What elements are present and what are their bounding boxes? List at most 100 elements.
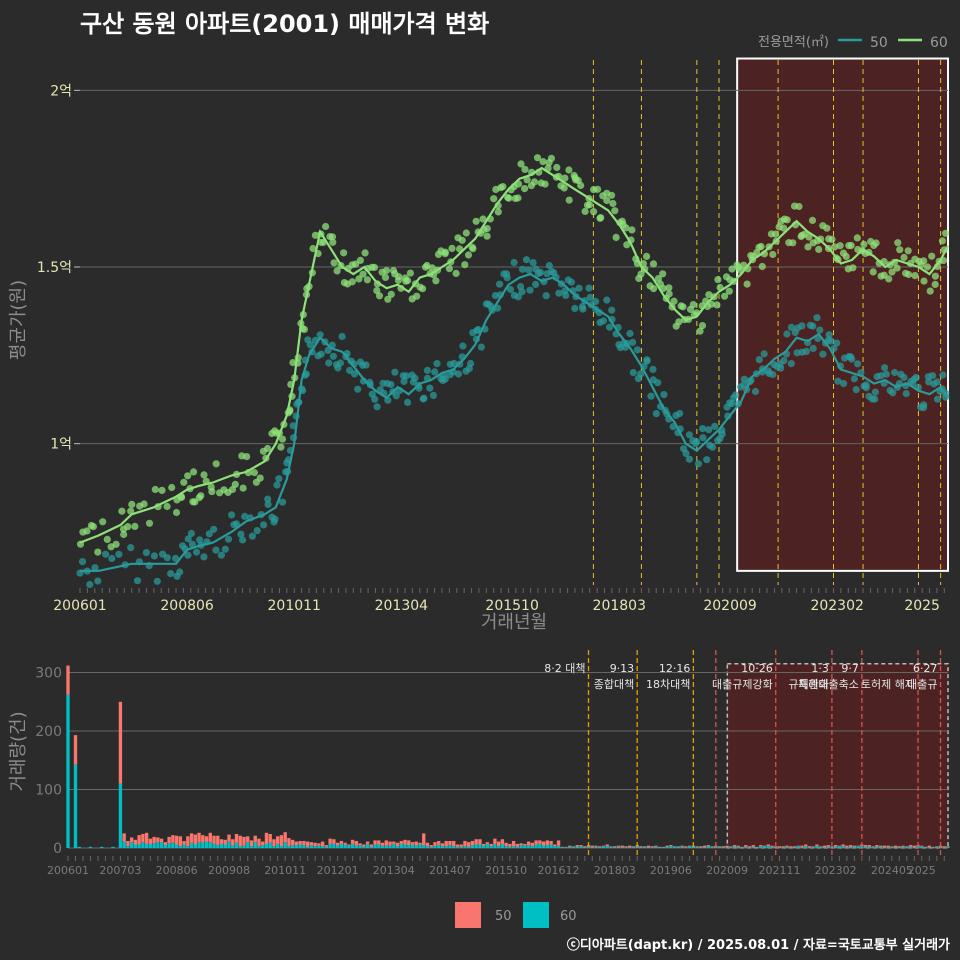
volume-bar-60 (946, 846, 950, 848)
scatter-point-60 (89, 523, 97, 531)
scatter-point-60 (184, 472, 192, 480)
scatter-point-60 (432, 277, 440, 285)
volume-bar-50 (350, 839, 355, 844)
volume-bar-60 (182, 844, 186, 848)
volume-bar-60 (163, 845, 168, 848)
scatter-point-50 (633, 346, 642, 354)
scatter-point-60 (942, 229, 950, 237)
scatter-point-50 (133, 577, 142, 585)
volume-bar-60 (590, 847, 594, 848)
volume-bar-50 (616, 845, 621, 847)
scatter-point-50 (643, 357, 651, 365)
scatter-point-60 (896, 246, 904, 254)
volume-bar-60 (156, 842, 160, 848)
scatter-point-50 (239, 536, 247, 544)
scatter-point-60 (521, 165, 529, 173)
scatter-point-60 (853, 234, 861, 242)
volume-bar-60 (264, 843, 269, 848)
scatter-point-60 (609, 199, 617, 208)
scatter-point-50 (212, 546, 220, 554)
volume-bar-60 (740, 847, 744, 848)
scatter-point-60 (783, 216, 791, 224)
scatter-point-50 (354, 385, 362, 393)
volume-bar-60 (605, 846, 609, 848)
x-tick-label-volume: 201407 (429, 864, 471, 877)
scatter-point-60 (533, 154, 542, 162)
volume-bar-50 (362, 844, 366, 847)
volume-bar-60 (931, 847, 935, 848)
volume-bar-50 (695, 846, 699, 847)
volume-bar-60 (137, 844, 141, 848)
scatter-point-60 (163, 502, 171, 511)
scatter-point-60 (191, 498, 199, 506)
scatter-point-60 (931, 272, 940, 280)
scatter-point-60 (112, 540, 120, 548)
volume-bar-60 (628, 847, 632, 848)
scatter-point-50 (260, 521, 268, 529)
volume-bar-50 (845, 845, 849, 848)
scatter-point-50 (338, 332, 346, 341)
scatter-point-50 (400, 377, 408, 385)
event-label: 9·13 (610, 662, 635, 675)
event-label: 특례대출축소 (798, 678, 859, 691)
scatter-point-60 (769, 250, 777, 259)
volume-bar-60 (571, 846, 576, 848)
scatter-point-60 (445, 265, 453, 273)
scatter-point-60 (128, 500, 136, 508)
volume-bar-50 (650, 846, 654, 848)
volume-bar-60 (620, 847, 624, 848)
scatter-point-50 (200, 553, 208, 561)
scatter-point-50 (769, 370, 777, 378)
volume-bar-50 (515, 843, 520, 847)
scatter-point-60 (83, 527, 91, 535)
volume-bar-50 (141, 833, 145, 843)
scatter-point-50 (813, 314, 821, 322)
scatter-point-50 (705, 426, 713, 434)
volume-bar-60 (875, 846, 879, 848)
event-label: 6·27 (913, 662, 938, 675)
volume-bar-50 (313, 842, 317, 847)
scatter-point-50 (933, 378, 941, 386)
volume-bar-60 (88, 846, 93, 848)
volume-bar-50 (654, 845, 658, 847)
scatter-point-50 (694, 460, 703, 468)
volume-bar-60 (732, 846, 737, 848)
volume-bar-50 (287, 838, 291, 847)
volume-bar-50 (66, 665, 70, 695)
volume-bar-50 (717, 846, 722, 847)
volume-bar-60 (463, 846, 467, 848)
scatter-point-50 (163, 554, 171, 562)
volume-bar-50 (508, 843, 512, 847)
volume-bar-60 (661, 847, 666, 848)
volume-bar-50 (935, 846, 939, 847)
scatter-point-50 (196, 536, 204, 544)
volume-bar-50 (905, 846, 909, 847)
volume-bar-50 (410, 842, 415, 845)
volume-bar-50 (613, 846, 617, 848)
volume-bar-60 (489, 846, 493, 848)
volume-bar-60 (669, 846, 673, 848)
scatter-point-50 (606, 323, 614, 331)
scatter-point-60 (370, 263, 379, 271)
volume-bar-50 (122, 833, 126, 842)
scatter-point-60 (649, 260, 658, 268)
volume-bar-50 (437, 840, 441, 845)
scatter-point-60 (725, 287, 733, 295)
volume-bar-60 (66, 694, 70, 848)
scatter-point-50 (711, 422, 719, 430)
volume-bar-50 (369, 844, 373, 847)
volume-bar-50 (418, 842, 422, 845)
volume-bar-50 (129, 837, 134, 843)
scatter-point-50 (685, 455, 694, 463)
scatter-point-60 (622, 224, 630, 232)
volume-bar-50 (759, 845, 763, 847)
volume-bar-50 (455, 844, 460, 847)
volume-bar-50 (459, 844, 463, 847)
volume-bar-50 (440, 843, 445, 847)
x-tick-label: 201803 (593, 598, 646, 614)
volume-bar-60 (246, 842, 250, 848)
scatter-point-50 (881, 364, 889, 372)
scatter-point-50 (224, 535, 233, 543)
volume-bar-60 (886, 847, 890, 848)
scatter-point-60 (208, 488, 216, 496)
